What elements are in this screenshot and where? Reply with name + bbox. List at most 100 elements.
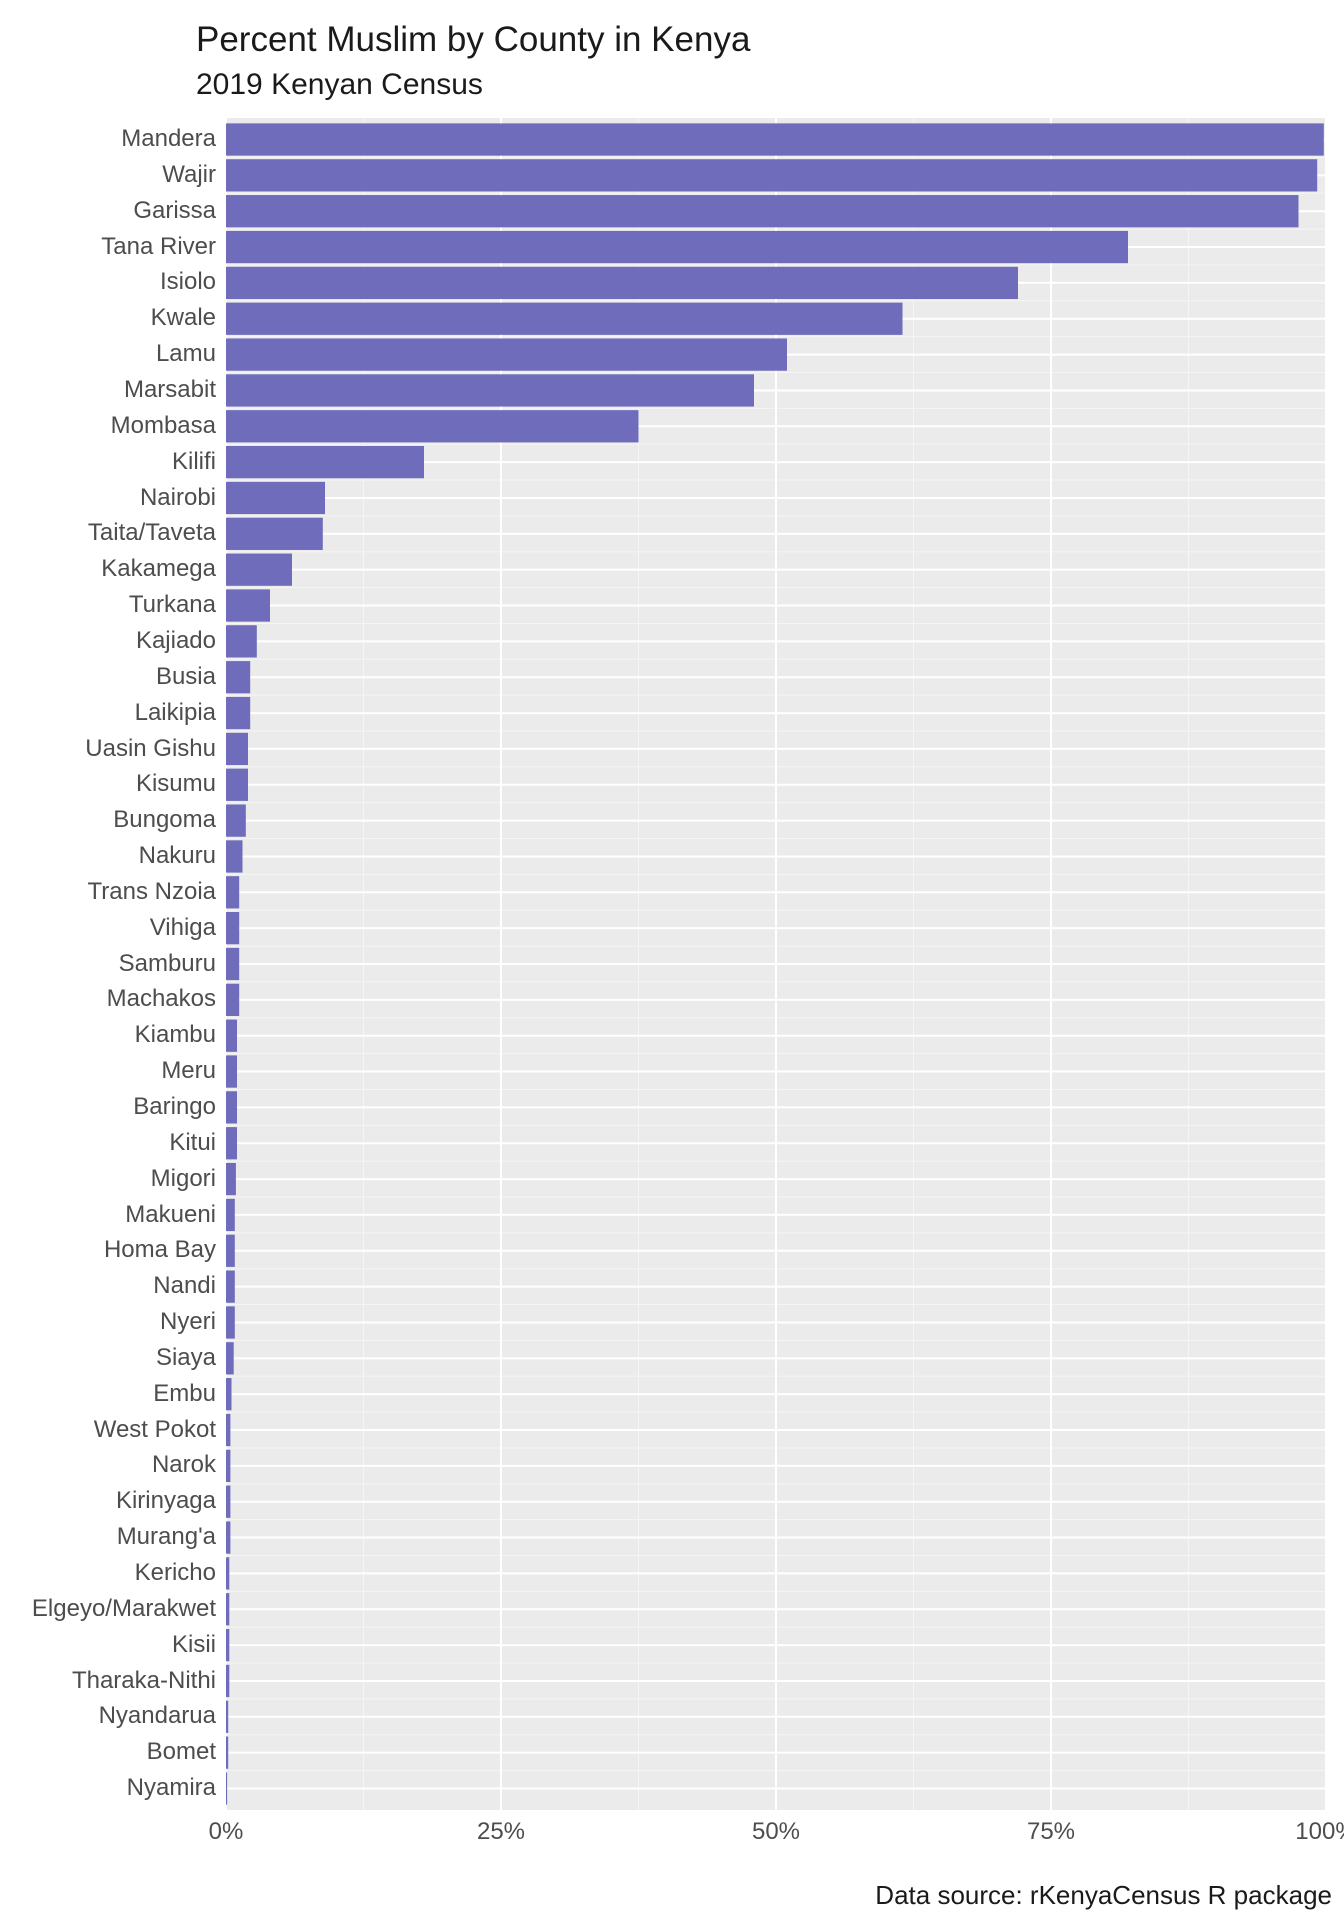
bar bbox=[226, 625, 257, 657]
y-axis-label: Nyeri bbox=[160, 1308, 216, 1336]
y-axis-label: Siaya bbox=[156, 1344, 216, 1372]
chart-title: Percent Muslim by County in Kenya bbox=[196, 20, 750, 60]
y-axis-label: Meru bbox=[161, 1057, 216, 1085]
bar bbox=[226, 697, 250, 729]
y-axis-label: Kajiado bbox=[136, 627, 216, 655]
y-axis-label: Kericho bbox=[135, 1559, 216, 1587]
x-axis-label: 50% bbox=[752, 1818, 800, 1846]
bar bbox=[226, 733, 248, 765]
bar bbox=[226, 446, 424, 478]
y-axis-label: Kilifi bbox=[172, 448, 216, 476]
y-axis-label: Busia bbox=[156, 663, 216, 691]
y-axis-label: Machakos bbox=[107, 985, 216, 1013]
y-axis-label: Laikipia bbox=[135, 699, 216, 727]
bar bbox=[226, 984, 239, 1016]
y-axis-label: Makueni bbox=[125, 1201, 216, 1229]
x-axis-label: 100% bbox=[1295, 1818, 1344, 1846]
bar bbox=[226, 948, 239, 980]
bar bbox=[226, 338, 787, 370]
bar bbox=[226, 1486, 230, 1518]
y-axis-label: Bungoma bbox=[113, 806, 216, 834]
bar bbox=[226, 1342, 234, 1374]
bar bbox=[226, 1306, 235, 1338]
y-axis-label: Samburu bbox=[119, 950, 216, 978]
bar bbox=[226, 876, 239, 908]
bar bbox=[226, 661, 250, 693]
y-axis-label: Kisumu bbox=[136, 770, 216, 798]
y-axis-label: Tana River bbox=[101, 233, 216, 261]
bar bbox=[226, 1629, 229, 1661]
y-axis-label: Kakamega bbox=[101, 555, 216, 583]
bar bbox=[226, 231, 1128, 263]
y-axis-label: Taita/Taveta bbox=[88, 519, 216, 547]
y-axis-label: Lamu bbox=[156, 340, 216, 368]
bar bbox=[226, 1450, 230, 1482]
y-axis-label: Kirinyaga bbox=[116, 1487, 216, 1515]
y-axis-label: Migori bbox=[151, 1165, 216, 1193]
y-axis-label: Kiambu bbox=[135, 1021, 216, 1049]
chart-svg bbox=[226, 118, 1326, 1810]
bar bbox=[226, 303, 903, 335]
bar bbox=[226, 1199, 235, 1231]
y-axis-label: Mombasa bbox=[111, 412, 216, 440]
bar bbox=[226, 1593, 229, 1625]
bar bbox=[226, 159, 1317, 191]
y-axis-label: Uasin Gishu bbox=[85, 735, 216, 763]
y-axis-label: Nairobi bbox=[140, 484, 216, 512]
y-axis-label: Turkana bbox=[129, 591, 216, 619]
y-axis-label: West Pokot bbox=[94, 1416, 216, 1444]
chart-caption: Data source: rKenyaCensus R package bbox=[875, 1880, 1332, 1911]
bar bbox=[226, 589, 270, 621]
bar bbox=[226, 267, 1018, 299]
y-axis-label: Nandi bbox=[153, 1272, 216, 1300]
bar bbox=[226, 840, 243, 872]
bar bbox=[226, 1020, 237, 1052]
bar bbox=[226, 912, 239, 944]
bar bbox=[226, 195, 1299, 227]
bar bbox=[226, 1163, 236, 1195]
bar bbox=[226, 769, 248, 801]
y-axis-label: Vihiga bbox=[150, 914, 216, 942]
bar bbox=[226, 374, 754, 406]
bar bbox=[226, 123, 1324, 155]
y-axis-label: Trans Nzoia bbox=[88, 878, 216, 906]
x-axis-label: 0% bbox=[209, 1818, 244, 1846]
bar bbox=[226, 1665, 229, 1697]
y-axis-label: Nyamira bbox=[127, 1774, 216, 1802]
bar bbox=[226, 1737, 228, 1769]
bar bbox=[226, 1091, 237, 1123]
y-axis-label: Nyandarua bbox=[99, 1702, 216, 1730]
bar bbox=[226, 1055, 237, 1087]
bar bbox=[226, 1270, 235, 1302]
bar bbox=[226, 410, 639, 442]
y-axis-label: Homa Bay bbox=[104, 1236, 216, 1264]
y-axis-label: Mandera bbox=[121, 125, 216, 153]
y-axis-label: Embu bbox=[153, 1380, 216, 1408]
bar bbox=[226, 1235, 235, 1267]
bar bbox=[226, 1414, 230, 1446]
bar bbox=[226, 804, 246, 836]
bar bbox=[226, 1557, 229, 1589]
plot-area bbox=[226, 118, 1326, 1810]
y-axis-label: Kitui bbox=[169, 1129, 216, 1157]
y-axis-label: Narok bbox=[152, 1451, 216, 1479]
y-axis-label: Kwale bbox=[151, 304, 216, 332]
y-axis-label: Elgeyo/Marakwet bbox=[32, 1595, 216, 1623]
chart-container: Percent Muslim by County in Kenya 2019 K… bbox=[0, 0, 1344, 1920]
x-axis-label: 75% bbox=[1027, 1818, 1075, 1846]
y-axis-label: Baringo bbox=[133, 1093, 216, 1121]
bar bbox=[226, 1378, 232, 1410]
y-axis-label: Garissa bbox=[133, 197, 216, 225]
y-axis-label: Kisii bbox=[172, 1631, 216, 1659]
chart-subtitle: 2019 Kenyan Census bbox=[196, 68, 483, 102]
y-axis-label: Tharaka-Nithi bbox=[72, 1667, 216, 1695]
y-axis-label: Isiolo bbox=[160, 268, 216, 296]
bar bbox=[226, 1701, 228, 1733]
y-axis-label: Wajir bbox=[162, 161, 216, 189]
bar bbox=[226, 482, 325, 514]
bar bbox=[226, 518, 323, 550]
y-axis-label: Marsabit bbox=[124, 376, 216, 404]
y-axis-label: Nakuru bbox=[139, 842, 216, 870]
y-axis-label: Bomet bbox=[147, 1738, 216, 1766]
y-axis-label: Murang'a bbox=[117, 1523, 216, 1551]
